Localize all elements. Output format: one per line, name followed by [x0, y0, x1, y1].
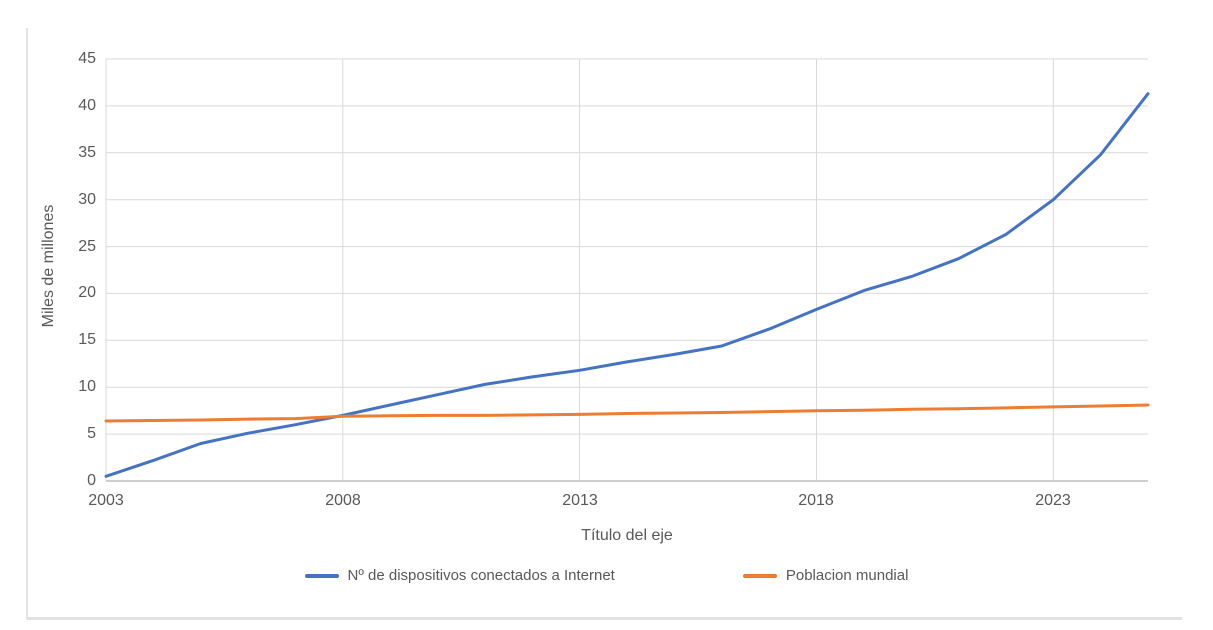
y-tick-label: 30 — [78, 191, 96, 208]
legend-label: Nº de dispositivos conectados a Internet — [347, 567, 615, 584]
y-tick-label: 20 — [78, 284, 96, 301]
legend-item-0: Nº de dispositivos conectados a Internet — [304, 567, 615, 584]
y-tick-label: 15 — [78, 331, 96, 348]
y-tick-label: 35 — [78, 144, 96, 161]
legend-label: Poblacion mundial — [785, 567, 909, 584]
x-tick-label: 2013 — [562, 492, 598, 509]
y-tick-label: 0 — [87, 472, 96, 489]
x-tick-label: 2008 — [325, 492, 361, 509]
legend-item-1: Poblacion mundial — [742, 567, 909, 584]
x-tick-label: 2023 — [1035, 492, 1071, 509]
y-tick-label: 45 — [78, 50, 96, 67]
x-axis-title: Título del eje — [581, 527, 673, 544]
y-tick-label: 5 — [87, 425, 96, 442]
y-axis-title: Miles de millones — [40, 204, 57, 328]
legend-line-marker — [742, 573, 777, 578]
x-tick-label: 2018 — [798, 492, 834, 509]
chart-legend: Nº de dispositivos conectados a Internet… — [0, 567, 1213, 584]
legend-line-marker — [304, 573, 339, 578]
y-tick-label: 40 — [78, 97, 96, 114]
y-tick-label: 25 — [78, 238, 96, 255]
series-line-1 — [104, 403, 1150, 423]
series-line-0 — [104, 92, 1150, 478]
x-tick-label: 2003 — [88, 492, 124, 509]
y-tick-label: 10 — [78, 378, 96, 395]
